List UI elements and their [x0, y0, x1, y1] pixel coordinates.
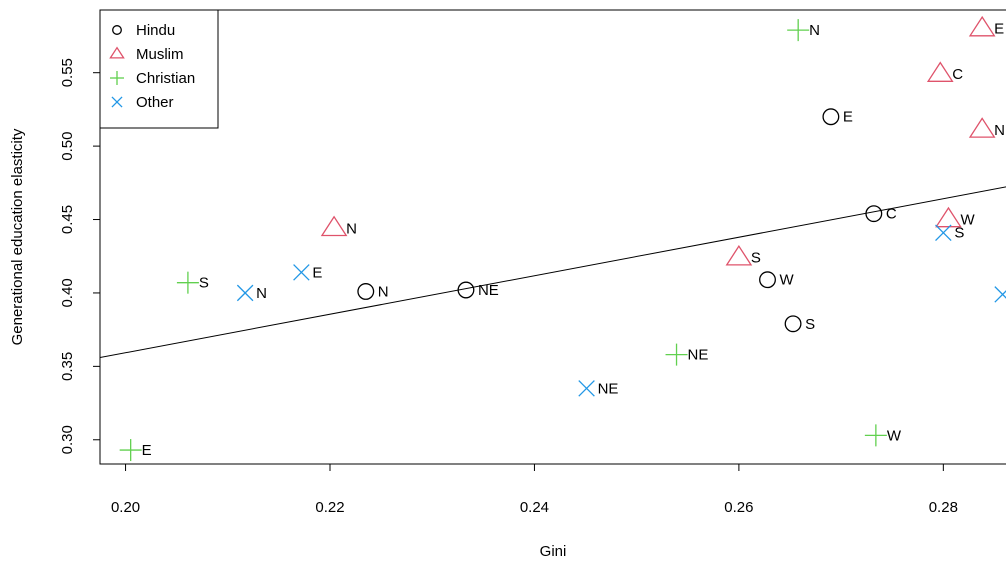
- regression-line: [100, 186, 1006, 359]
- y-tick-label: 0.45: [59, 205, 76, 234]
- data-point: [935, 206, 962, 228]
- point-label: NE: [598, 380, 619, 397]
- y-tick-label: 0.40: [59, 278, 76, 307]
- legend-marker-hindu: [112, 25, 122, 35]
- y-tick-label: 0.30: [59, 425, 76, 454]
- legend-label-hindu: Hindu: [136, 22, 175, 39]
- data-point: [578, 380, 595, 397]
- data-point: [968, 117, 996, 138]
- data-point: [119, 439, 142, 462]
- data-point: [457, 281, 475, 299]
- series-muslim: NSCENEW: [320, 15, 1006, 267]
- data-point: [320, 215, 348, 237]
- point-label: N: [346, 220, 357, 237]
- data-point: [787, 19, 810, 42]
- y-tick-label: 0.55: [59, 58, 76, 87]
- data-point: [864, 424, 887, 447]
- point-label: E: [312, 264, 322, 281]
- data-point: [759, 271, 776, 289]
- point-label: W: [960, 212, 975, 229]
- point-label: N: [256, 285, 267, 302]
- data-point: [665, 343, 688, 366]
- series-hindu: N NE W S E C: [357, 108, 897, 333]
- point-label: S: [805, 316, 815, 333]
- data-point: [357, 283, 375, 300]
- data-point: [725, 244, 753, 266]
- y-tick-label: 0.50: [59, 132, 76, 161]
- legend-marker-christian: [110, 71, 124, 85]
- point-label: E: [843, 109, 853, 126]
- point-label: S: [751, 250, 761, 267]
- legend-marker-muslim: [109, 46, 125, 59]
- point-label: S: [199, 275, 209, 292]
- y-axis-title: Generational education elasticity: [9, 128, 26, 345]
- y-tick-label: 0.35: [59, 352, 76, 381]
- legend-label-christian: Christian: [136, 70, 195, 87]
- point-label: NE: [478, 282, 499, 299]
- point-label: E: [994, 21, 1004, 38]
- data-point: [176, 271, 199, 294]
- x-tick-label: 0.26: [724, 499, 753, 516]
- x-tick-label: 0.28: [929, 499, 958, 516]
- data-point: [822, 108, 840, 126]
- point-label: E: [142, 442, 152, 459]
- point-label: N: [809, 22, 820, 39]
- data-point: [236, 284, 254, 302]
- x-tick-label: 0.20: [111, 499, 140, 516]
- point-label: C: [886, 206, 897, 223]
- data-point: [293, 264, 310, 281]
- x-axis-title: Gini: [540, 543, 567, 560]
- point-label: W: [887, 427, 902, 444]
- point-label: W: [780, 272, 795, 289]
- legend: Hindu Muslim Christian Other: [99, 9, 219, 129]
- x-tick-label: 0.22: [315, 499, 344, 516]
- data-point: [935, 224, 952, 242]
- series-other: NENESW: [236, 224, 1006, 397]
- data-point: [784, 315, 802, 333]
- y-axis: 0.30 0.35 0.40 0.45 0.50 0.55: [59, 58, 101, 454]
- legend-label-other: Other: [136, 94, 174, 111]
- point-label: NE: [994, 122, 1006, 139]
- data-point: [865, 205, 883, 223]
- legend-marker-other: [111, 96, 123, 108]
- point-label: C: [952, 66, 963, 83]
- data-point: [968, 15, 996, 37]
- point-label: N: [378, 283, 389, 300]
- plot-box: [99, 9, 1006, 465]
- data-point: [926, 61, 954, 82]
- x-axis: 0.20 0.22 0.24 0.26 0.28: [111, 463, 958, 516]
- legend-box: [99, 9, 219, 129]
- x-tick-label: 0.24: [520, 499, 549, 516]
- point-label: NE: [688, 347, 709, 364]
- point-label: S: [954, 225, 964, 242]
- legend-label-muslim: Muslim: [136, 46, 184, 63]
- data-point: [994, 286, 1006, 303]
